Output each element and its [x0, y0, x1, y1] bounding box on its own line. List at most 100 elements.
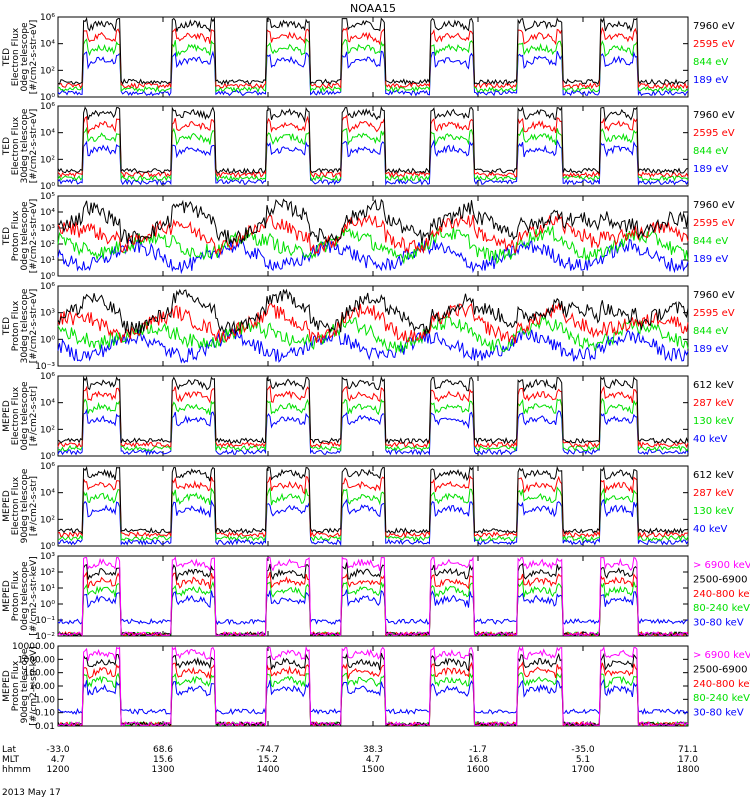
series-trace-80-240-kev: [57, 579, 688, 638]
y-tick-label: 1000.00: [18, 655, 55, 665]
y-axis-label: MEPED: [2, 580, 12, 612]
y-axis-label: 0deg telescope: [20, 201, 30, 271]
series-trace-844-ev: [57, 38, 689, 94]
legend-entry: 240-800 keV: [693, 589, 750, 600]
legend-entry: 2595 eV: [693, 128, 735, 139]
y-axis-label: Electron Flux: [11, 476, 21, 535]
legend-entry: 2500-6900: [693, 664, 748, 675]
bottom-tick-lat: 71.1: [678, 745, 698, 755]
bottom-tick-hhmm: 1200: [47, 765, 70, 775]
legend-entry: 844 eV: [693, 326, 728, 337]
y-axis-label: [#/cm2-s-str-eV]: [29, 20, 39, 95]
panel-6: 10⁰ 10² 10⁴ 10⁶ MEPED Electron Flux 90deg tele…: [2, 462, 734, 552]
legend-entry: 7960 eV: [693, 110, 735, 121]
series-trace-130-kev: [57, 486, 689, 543]
y-axis-label: Proton Flux: [11, 660, 21, 711]
y-axis-label: 0deg telescope: [20, 22, 30, 92]
legend-entry: > 6900 keV: [693, 560, 750, 571]
legend-entry: 189 eV: [693, 164, 728, 175]
series-trace--6900-kev: [58, 645, 689, 727]
y-tick-label: 10⁰: [40, 272, 55, 282]
y-axis-label: Proton Flux: [11, 570, 21, 621]
y-tick-label: 10⁴: [40, 208, 55, 218]
series-trace-612-kev: [57, 375, 689, 445]
y-tick-label: 10⁻¹: [35, 616, 55, 626]
y-tick-label: 10⁰: [40, 600, 55, 610]
bottom-tick-mlt: 16.8: [468, 755, 488, 765]
y-axis-label: MEPED: [2, 670, 12, 702]
bottom-tick-hhmm: 1800: [677, 765, 700, 775]
bottom-tick-lat: -35.0: [571, 745, 595, 755]
panel-8: 0.01 0.10 1.00 10.00 100.00 1000.00 10000.00 ME…: [2, 642, 750, 732]
plot-title: NOAA15: [350, 2, 396, 15]
y-tick-label: 10⁻²: [35, 632, 55, 642]
y-axis-label: 90deg telescope: [20, 468, 30, 543]
bottom-tick-lat: -33.0: [46, 745, 70, 755]
y-axis-label: 30deg telescope: [20, 288, 30, 363]
y-tick-label: 100.00: [24, 669, 56, 679]
legend-entry: 612 keV: [693, 380, 734, 391]
bottom-tick-hhmm: 1500: [362, 765, 385, 775]
bottom-row-label: hhmm: [2, 765, 31, 775]
series-trace-7960-ev: [57, 16, 689, 86]
legend-entry: 40 keV: [693, 524, 727, 535]
legend-entry: 287 keV: [693, 488, 734, 499]
series-trace-2500-6900: [57, 652, 689, 728]
y-tick-label: 1.00: [35, 695, 55, 705]
series-trace-7960-ev: [57, 105, 689, 175]
panel-frame: [57, 645, 689, 727]
y-tick-label: 10⁶: [40, 102, 55, 112]
bottom-tick-mlt: 15.2: [258, 755, 278, 765]
y-tick-label: 10⁴: [40, 399, 55, 409]
y-tick-label: 10⁴: [40, 40, 55, 50]
y-tick-label: 10000.00: [12, 642, 55, 652]
y-axis-label: Electron Flux: [11, 116, 21, 175]
series-trace-189-ev: [57, 328, 689, 364]
series-trace-2595-ev: [57, 26, 689, 90]
y-axis-label: [#/cm2-s-str-eV]: [29, 109, 39, 184]
series-trace-287-kev: [57, 475, 689, 539]
series-trace-80-240-kev: [57, 672, 688, 727]
panel-5: 10⁰ 10² 10⁴ 10⁶ MEPED Electron Flux 0deg teles…: [2, 372, 734, 462]
legend-entry: 240-800 keV: [693, 679, 750, 690]
panel-frame: [57, 195, 689, 277]
y-axis-label: [#/cm2-s-str-keV]: [29, 556, 39, 635]
legend-entry: 130 keV: [693, 416, 734, 427]
legend-entry: 844 eV: [693, 57, 728, 68]
y-tick-label: 10³: [40, 552, 55, 562]
bottom-tick-lat: -1.7: [469, 745, 487, 755]
y-axis-label: [#/cm2-s-str]: [29, 476, 39, 536]
bottom-row-label: Lat: [2, 745, 17, 755]
panel-1: 10⁰ 10² 10⁴ 10⁶ TED Electron Flux 0deg telesco…: [2, 13, 735, 103]
series-trace-7960-ev: [57, 198, 689, 245]
legend-entry: 189 eV: [693, 75, 728, 86]
y-tick-label: 10⁴: [40, 129, 55, 139]
panel-4: 10⁻³ 10⁰ 10³ 10⁶ TED Proton Flux 30deg telesco…: [2, 282, 735, 372]
legend-entry: 7960 eV: [693, 21, 735, 32]
y-axis-label: 30deg telescope: [20, 108, 30, 183]
legend-entry: 2595 eV: [693, 39, 735, 50]
legend-entry: 7960 eV: [693, 200, 735, 211]
panel-3: 10⁰ 10¹ 10² 10³ 10⁴ 10⁵ TED Proton Flux 0deg tel…: [2, 192, 735, 282]
y-tick-label: 10.00: [29, 682, 55, 692]
series-trace-30-80-kev: [57, 678, 689, 716]
y-axis-label: MEPED: [2, 490, 12, 522]
legend-entry: > 6900 keV: [693, 650, 750, 661]
y-axis-label: 0deg telescope: [20, 561, 30, 631]
legend-entry: 189 eV: [693, 254, 728, 265]
legend-entry: 80-240 keV: [693, 693, 750, 704]
bottom-tick-hhmm: 1600: [467, 765, 490, 775]
legend-entry: 2500-6900: [693, 574, 748, 585]
series-trace-189-ev: [57, 238, 689, 275]
series-trace-30-80-kev: [57, 589, 689, 626]
series-trace-130-kev: [57, 397, 689, 453]
legend-entry: 844 eV: [693, 236, 728, 247]
panel-7: 10⁻² 10⁻¹ 10⁰ 10¹ 10² 10³ MEPED Proton Flux 0deg…: [2, 552, 750, 642]
y-tick-label: 0.01: [35, 722, 55, 732]
y-tick-label: 10⁶: [40, 282, 55, 292]
y-axis-label: Proton Flux: [11, 300, 21, 351]
series-trace-189-ev: [57, 138, 689, 186]
y-tick-label: 10⁰: [40, 182, 55, 192]
bottom-tick-mlt: 5.1: [576, 755, 590, 765]
